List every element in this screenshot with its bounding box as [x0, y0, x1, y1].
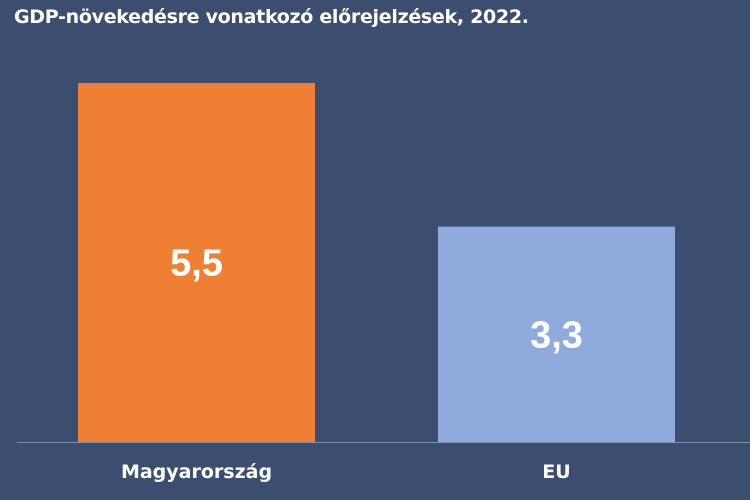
bar-1 [438, 226, 675, 442]
bar-0 [78, 83, 315, 442]
data-label: 3,3 [530, 314, 583, 356]
category-label: EU [542, 461, 570, 483]
category-label: Magyarország [121, 461, 272, 483]
data-label: 5,5 [170, 243, 223, 285]
chart-title: GDP-növekedésre vonatkozó előrejelzések,… [14, 6, 529, 28]
